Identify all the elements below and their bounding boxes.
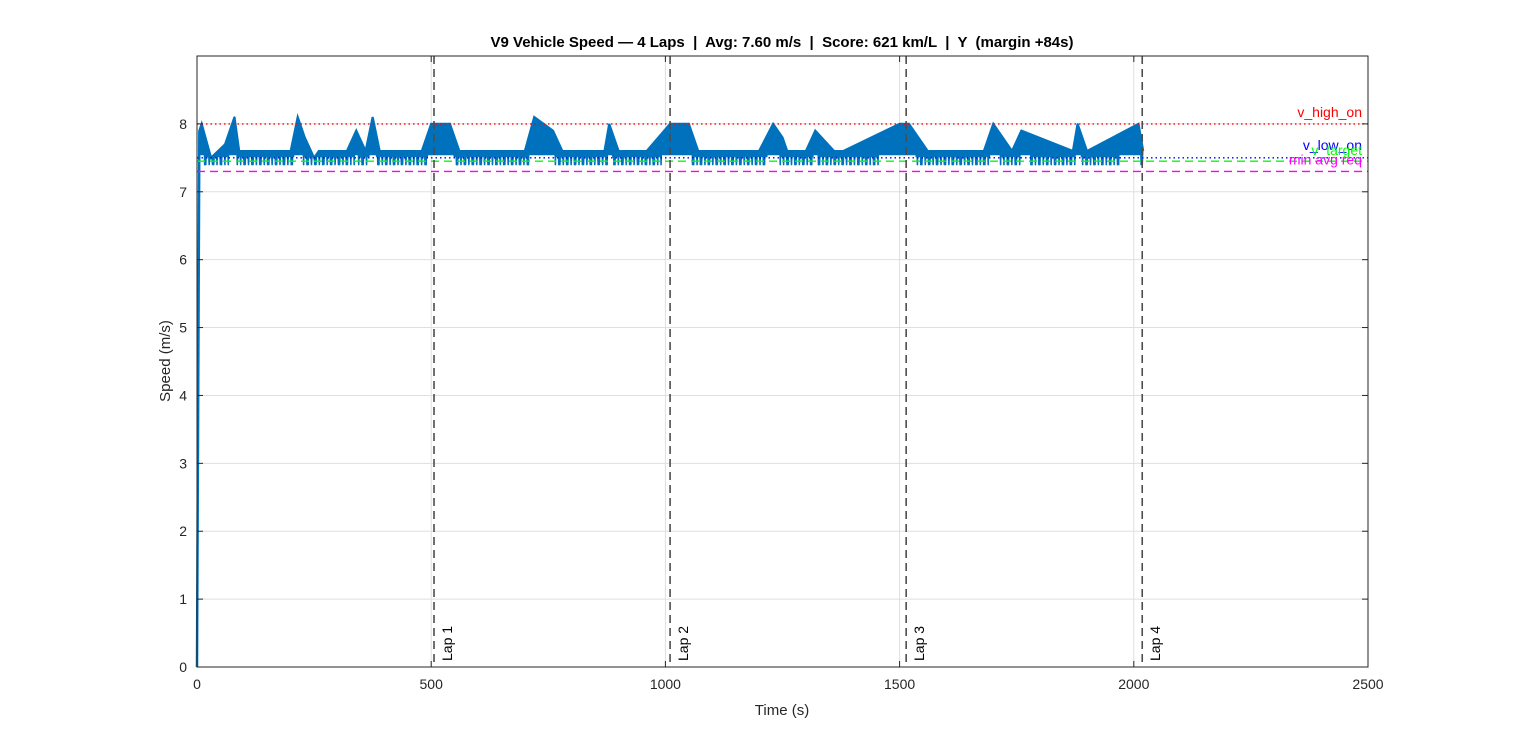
x-tick-label: 500 (420, 676, 444, 692)
y-tick-label: 1 (179, 591, 187, 607)
ref-label-v_high_on: v_high_on (1297, 104, 1362, 120)
lap-marker-label: Lap 1 (439, 626, 455, 661)
y-tick-label: 4 (179, 387, 187, 403)
ref-label-v_target: v_target (1311, 142, 1362, 158)
speed-envelope (198, 112, 1145, 161)
axes-box (196, 55, 1369, 668)
y-tick-label: 0 (179, 659, 187, 675)
y-tick-label: 8 (179, 116, 187, 132)
y-tick-label: 5 (179, 320, 187, 336)
y-axis-label: Speed (m/s) (157, 320, 174, 402)
y-tick-label: 6 (179, 252, 187, 268)
y-tick-label: 7 (179, 184, 187, 200)
axis-ticks: 0 500 1000 1500 2000 2500 0 1 2 3 4 5 6 7 8 (179, 56, 1384, 692)
ref-label-v_low_on: v_low_on (1303, 137, 1362, 153)
y-tick-label: 3 (179, 455, 187, 471)
lap-marker-label: Lap 3 (911, 626, 927, 661)
chart-title: V9 Vehicle Speed — 4 Laps | Avg: 7.60 m/… (491, 34, 1074, 51)
x-tick-label: 2000 (1118, 676, 1149, 692)
ref-label-min-avg-req: min avg req (1289, 151, 1362, 167)
x-tick-label: 0 (193, 676, 201, 692)
speed-line (196, 116, 1144, 668)
y-tick-label: 2 (179, 523, 187, 539)
lap-marker-label: Lap 2 (675, 626, 691, 661)
x-tick-label: 2500 (1352, 676, 1383, 692)
x-axis-label: Time (s) (755, 702, 809, 719)
reference-lines (197, 123, 1368, 173)
lap-markers: Lap 1 Lap 2 Lap 3 Lap 4 (433, 56, 1163, 667)
x-tick-label: 1000 (650, 676, 681, 692)
lap-marker-label: Lap 4 (1147, 626, 1163, 661)
x-tick-label: 1500 (884, 676, 915, 692)
